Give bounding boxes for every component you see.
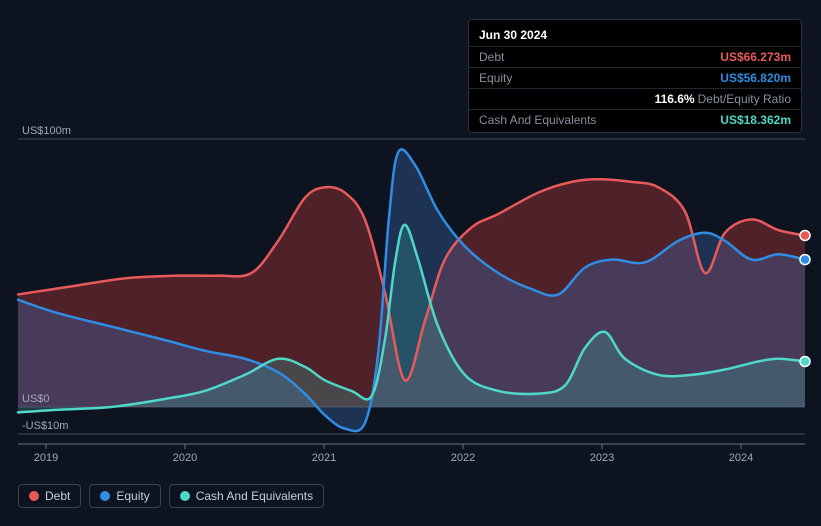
tooltip-row: 116.6%Debt/Equity Ratio <box>469 88 801 109</box>
tooltip-row-value: 116.6%Debt/Equity Ratio <box>655 92 791 106</box>
tooltip-row: Equity US$56.820m <box>469 67 801 88</box>
legend-dot-equity-icon <box>100 491 110 501</box>
y-axis-label: US$100m <box>22 125 71 137</box>
legend-item-debt[interactable]: Debt <box>18 484 81 508</box>
x-axis-label: 2024 <box>729 452 753 464</box>
legend-dot-cash-icon <box>180 491 190 501</box>
tooltip-row-value: US$66.273m <box>720 50 791 64</box>
legend-item-cash[interactable]: Cash And Equivalents <box>169 484 324 508</box>
financials-chart: US$100m US$0 -US$10m 2019 2020 2021 2022 2023 2… <box>0 0 821 526</box>
hover-tooltip: Jun 30 2024 Debt US$66.273m Equity US$56.82… <box>468 19 802 133</box>
tooltip-date: Jun 30 2024 <box>469 26 801 46</box>
end-marker-cash <box>800 356 810 366</box>
legend-dot-debt-icon <box>29 491 39 501</box>
legend-label: Equity <box>116 489 149 503</box>
end-marker-debt <box>800 230 810 240</box>
tooltip-row-suffix: Debt/Equity Ratio <box>698 92 791 106</box>
x-axis-label: 2019 <box>34 452 58 464</box>
legend: Debt Equity Cash And Equivalents <box>18 484 324 508</box>
legend-label: Debt <box>45 489 70 503</box>
x-axis-label: 2021 <box>312 452 336 464</box>
x-axis-label: 2022 <box>451 452 475 464</box>
tooltip-row-label: Equity <box>479 71 512 85</box>
tooltip-row: Debt US$66.273m <box>469 46 801 67</box>
tooltip-row-label: Cash And Equivalents <box>479 113 596 127</box>
y-axis-label: -US$10m <box>22 420 68 432</box>
legend-item-equity[interactable]: Equity <box>89 484 160 508</box>
x-axis-label: 2020 <box>173 452 197 464</box>
end-marker-equity <box>800 255 810 265</box>
tooltip-row-label: Debt <box>479 50 504 64</box>
y-axis-label: US$0 <box>22 393 50 405</box>
x-axis-label: 2023 <box>590 452 614 464</box>
tooltip-row: Cash And Equivalents US$18.362m <box>469 109 801 130</box>
legend-label: Cash And Equivalents <box>196 489 313 503</box>
tooltip-row-value: US$56.820m <box>720 71 791 85</box>
tooltip-row-value: US$18.362m <box>720 113 791 127</box>
